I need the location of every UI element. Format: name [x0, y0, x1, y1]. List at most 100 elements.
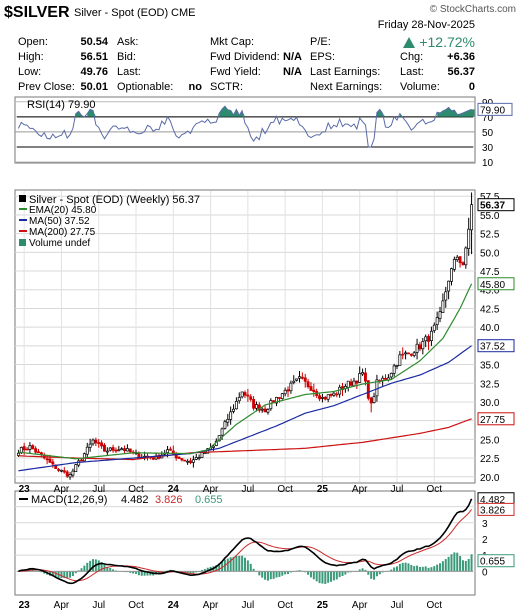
legend-swatch-ema20 [19, 208, 27, 210]
price-candle-body [309, 386, 313, 391]
price-candle-body [332, 392, 336, 396]
legend-price: Silver - Spot (EOD) (Weekly) 56.37 [29, 194, 200, 206]
macd-histogram-bar [327, 571, 330, 583]
macd-histogram-bar [106, 566, 109, 572]
price-legend: Silver - Spot (EOD) (Weekly) 56.37 EMA(2… [19, 194, 200, 249]
ma50-line [18, 345, 472, 472]
macd-histogram-bar [109, 567, 112, 572]
price-candle-body [103, 444, 106, 452]
rsi-line [17, 105, 472, 148]
macd-histogram-bar [439, 563, 442, 572]
macd-histogram-bar [470, 554, 473, 572]
macd-histogram-bar [241, 555, 244, 572]
fwd-yield-value: N/A [283, 66, 302, 78]
macd-histogram-bar [206, 567, 209, 572]
histogram-value: 0.655 [195, 494, 223, 506]
price-candle-body [177, 456, 181, 459]
macd-histogram-bar [430, 567, 433, 572]
price-candle-body [447, 280, 451, 292]
price-x-label: Oct [128, 484, 144, 495]
price-tick-label: 45.0 [480, 286, 500, 297]
price-candle-body [335, 393, 339, 396]
price-candle-body [97, 442, 101, 444]
price-candle-body [57, 469, 61, 471]
price-tick-label: 57.5 [480, 192, 500, 203]
legend-ma200: MA(200) 27.75 [29, 227, 96, 238]
macd-histogram-bar [132, 571, 135, 574]
price-candle-body [108, 447, 112, 451]
price-value-tag-label: 37.52 [480, 342, 505, 353]
macd-histogram-bar [396, 566, 398, 572]
price-candle-body [424, 336, 428, 342]
macd-histogram-bar [100, 562, 103, 572]
macd-histogram-bar [221, 561, 224, 572]
macd-histogram-bar [74, 571, 77, 574]
macd-histogram-bar [461, 560, 464, 572]
macd-x-label: Jul [92, 600, 105, 611]
legend-swatch-ma50 [19, 219, 27, 221]
signal-value: 3.826 [155, 494, 183, 506]
high-label: High: [18, 51, 44, 63]
price-candle-body [226, 419, 230, 423]
rsi-label: RSI(14) 79.90 [27, 99, 95, 111]
macd-x-label: Oct [277, 600, 293, 611]
last-label: Last: [117, 66, 141, 78]
price-candle-body [220, 428, 224, 436]
macd-histogram-bar [450, 554, 453, 572]
macd-histogram-bar [140, 571, 143, 576]
macd-x-label: Oct [427, 600, 443, 611]
macd-x-label: Jul [391, 600, 404, 611]
macd-histogram-bar [218, 563, 221, 572]
macd-histogram-bar [272, 571, 275, 579]
price-tick-label: 20.0 [480, 473, 500, 484]
fwd-dividend-label: Fwd Dividend: [210, 51, 280, 63]
macd-histogram-bar [244, 557, 246, 572]
price-tick-label: 55.0 [480, 211, 500, 222]
macd-histogram-bar [318, 571, 321, 584]
price-candle-body [280, 393, 284, 400]
up-arrow-icon [403, 37, 415, 48]
prev-close-label: Prev Close: [18, 81, 75, 93]
macd-histogram-bar [54, 571, 57, 578]
macd-x-label: Apr [352, 600, 368, 611]
price-candle-body [421, 341, 425, 350]
price-candle-body [51, 461, 55, 465]
macd-histogram-bar [309, 571, 312, 578]
macd-histogram-bar [203, 569, 206, 572]
macd-histogram-bar [464, 560, 467, 572]
ask-label: Ask: [117, 36, 138, 48]
price-candle-body [455, 256, 459, 260]
price-candle-body [180, 458, 184, 461]
macd-histogram-bar [157, 571, 160, 575]
price-candle-body [283, 389, 287, 395]
low-label: Low: [18, 66, 41, 78]
macd-histogram-bar [189, 571, 192, 575]
price-candle-body [186, 460, 190, 463]
watermark: © StockCharts.com [430, 4, 516, 15]
macd-histogram-bar [129, 571, 132, 573]
price-candle-body [326, 394, 330, 400]
macd-histogram-bar [249, 563, 252, 572]
macd-value-tag [477, 554, 515, 568]
price-value-tag-label: 27.75 [480, 415, 505, 426]
fwd-dividend-value: N/A [283, 51, 302, 63]
macd-value-tag-label: 0.655 [480, 557, 505, 568]
rsi-tick-label: 50 [482, 128, 494, 139]
exchange: CME [171, 7, 195, 19]
macd-histogram-bar [235, 556, 238, 572]
last2-label: Last: [400, 66, 424, 78]
price-candle-body [409, 353, 413, 356]
price-candle-body [62, 470, 66, 473]
price-layer: 57.555.052.550.047.545.042.540.037.535.0… [15, 191, 515, 611]
price-candle-body [275, 396, 278, 404]
macd-line [18, 498, 473, 585]
macd-histogram-bar [266, 571, 269, 581]
price-candle-body [168, 448, 172, 451]
price-tick-label: 52.5 [480, 230, 500, 241]
bid-label: Bid: [117, 51, 136, 63]
volume-value: 0 [469, 81, 475, 93]
macd-x-label: Oct [128, 600, 144, 611]
price-candle-body [432, 324, 436, 331]
price-candle-body [88, 443, 92, 448]
